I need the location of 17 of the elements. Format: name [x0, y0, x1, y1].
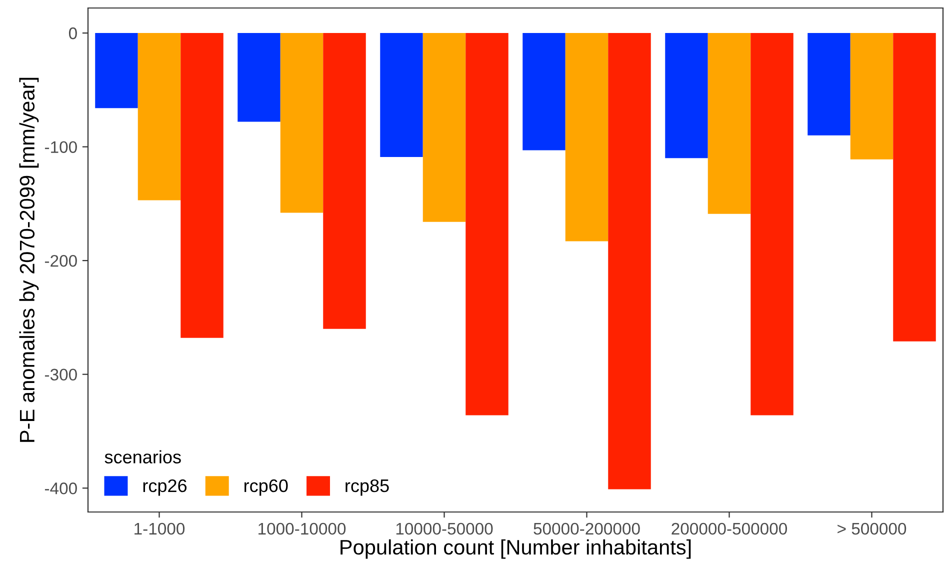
x-tick-label: 200000-500000	[672, 522, 787, 535]
legend-label: rcp60	[244, 479, 288, 496]
legend-label: rcp85	[346, 479, 389, 496]
y-tick-label: -100	[44, 141, 77, 153]
y-axis-title: P-E anomalies by 2070-2099 [mm/year]	[19, 78, 39, 442]
legend-title: scenarios	[104, 450, 181, 464]
x-tick-label: 1000-10000	[258, 522, 346, 535]
y-tick-label: -400	[44, 482, 77, 494]
legend-label: rcp26	[143, 479, 187, 496]
x-tick-label: 1-1000	[134, 522, 185, 535]
x-tick-label: > 500000	[838, 522, 906, 535]
x-tick-label: 50000-200000	[534, 522, 640, 535]
y-tick-label: -200	[44, 254, 77, 267]
y-tick-label: 0	[68, 27, 77, 40]
x-axis-title: Population count [Number inhabitants]	[340, 539, 691, 559]
y-tick-label: -300	[44, 368, 77, 381]
x-tick-label: 10000-50000	[396, 522, 493, 535]
